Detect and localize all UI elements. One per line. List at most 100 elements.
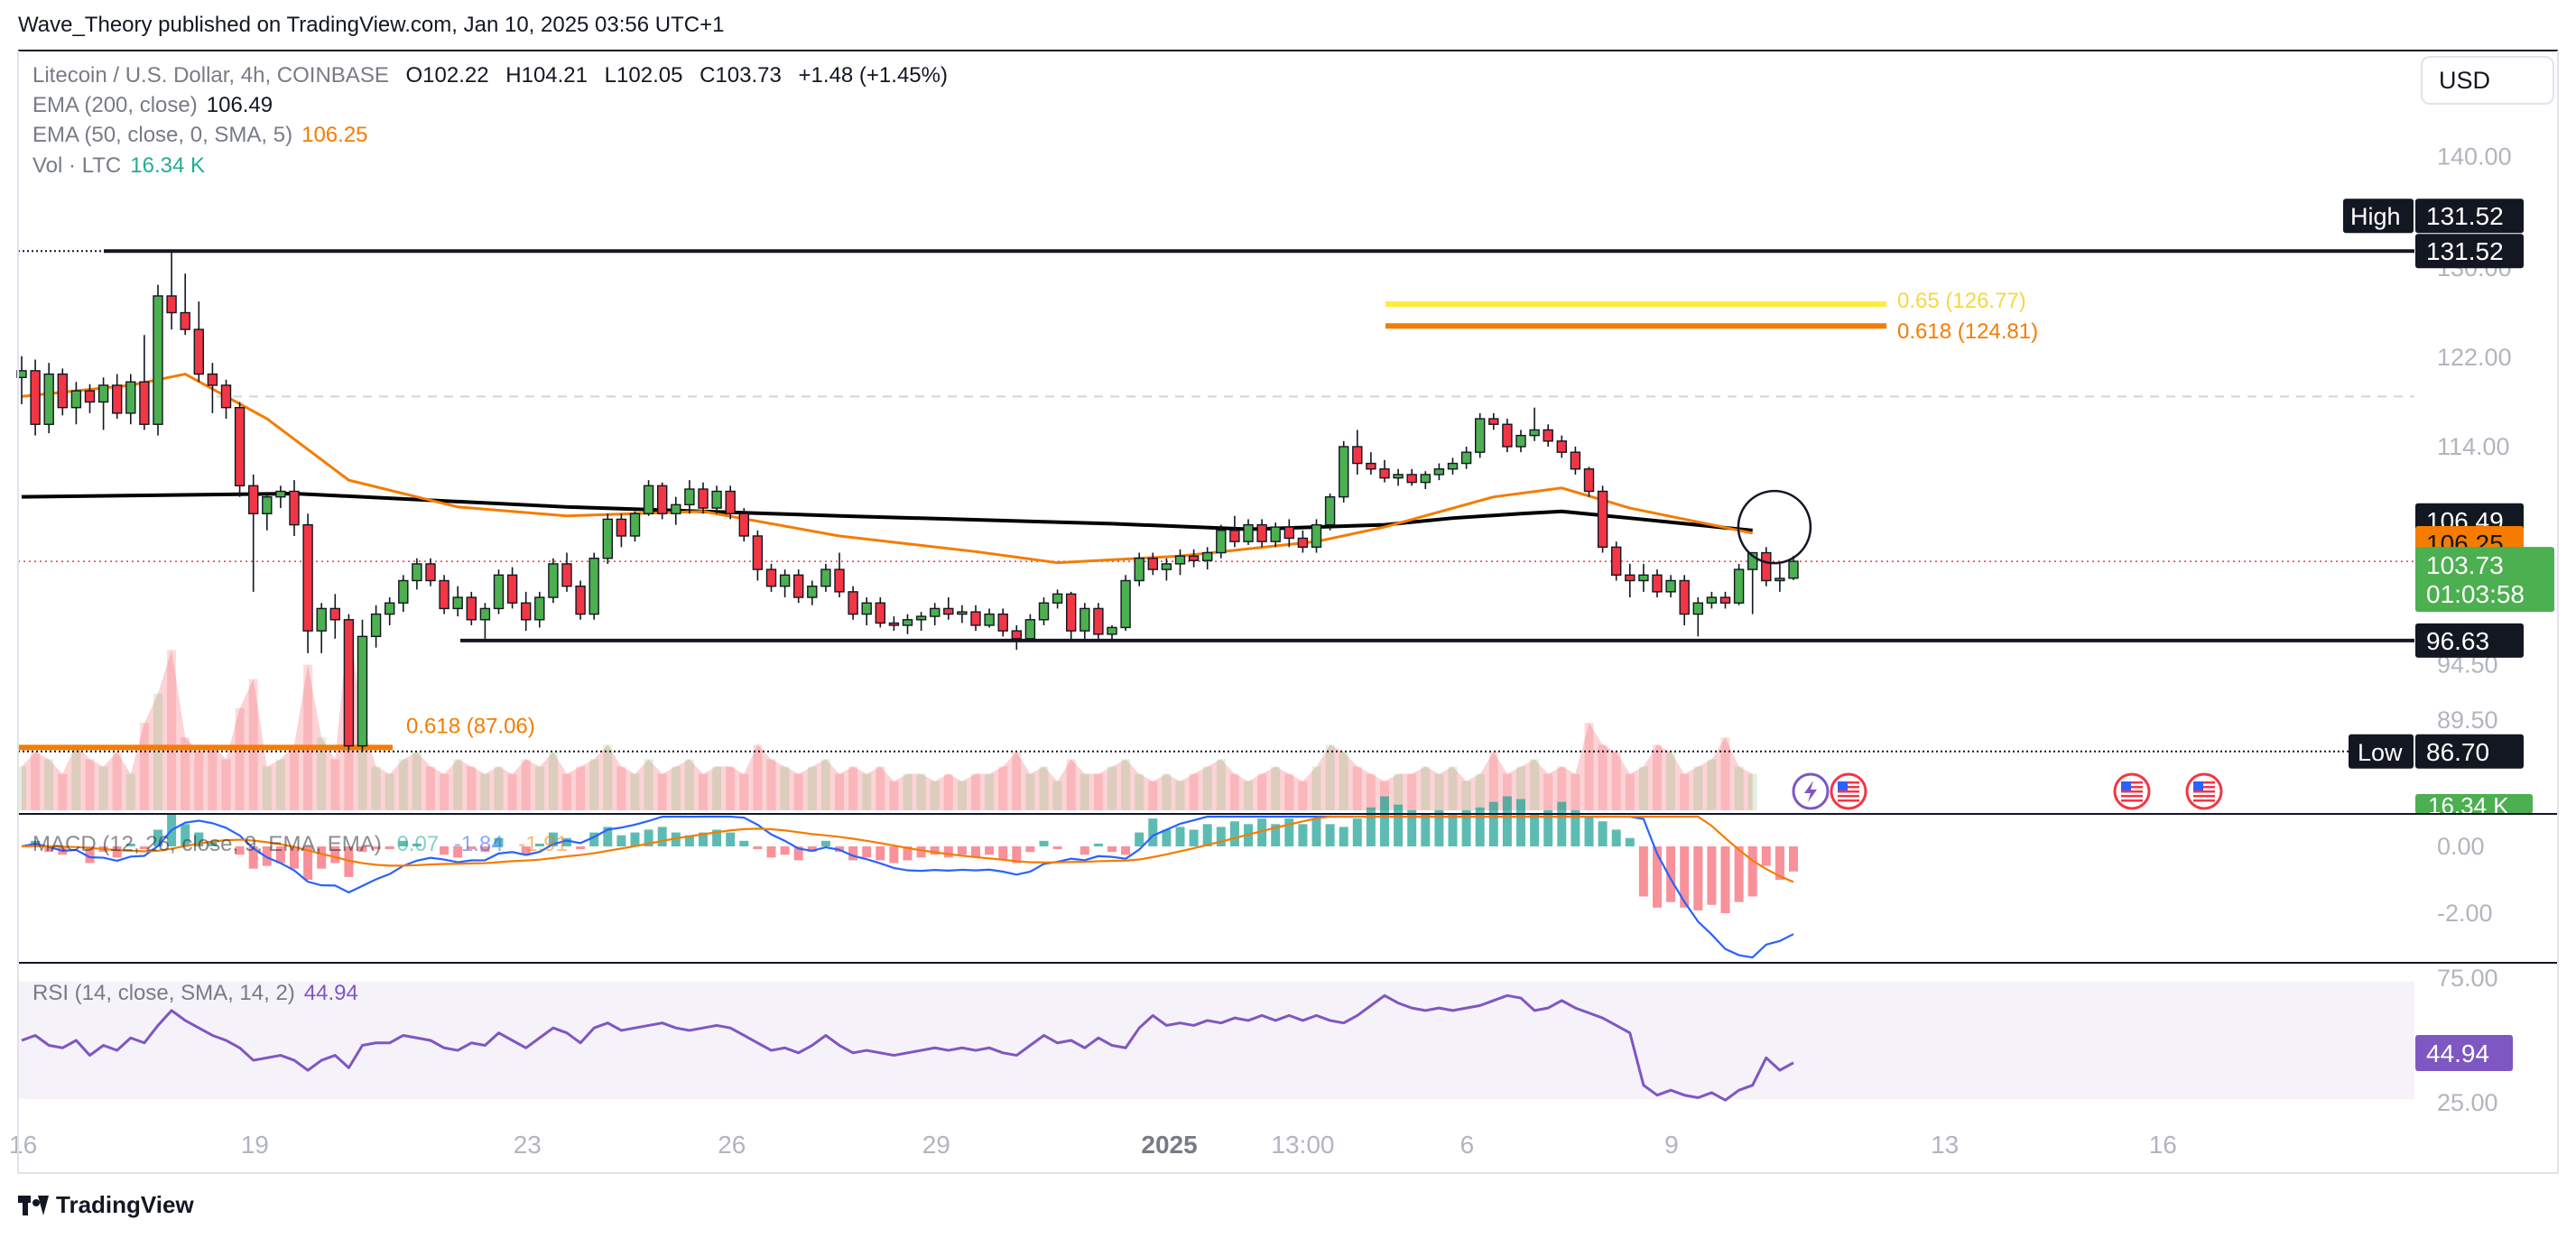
- legend-ohlc: Litecoin / U.S. Dollar, 4h, COINBASE O10…: [32, 63, 948, 88]
- candle: [248, 474, 259, 592]
- volume-bar: [699, 773, 708, 810]
- volume-bar: [576, 766, 586, 810]
- volume-bar: [357, 723, 367, 810]
- legend-rsi[interactable]: RSI (14, close, SMA, 14, 2) 44.94: [32, 981, 358, 1006]
- flag-stripe: [1838, 799, 1859, 802]
- us-flag-event-icon: [1830, 772, 1867, 810]
- candle: [412, 558, 422, 590]
- candle: [1311, 519, 1322, 553]
- tradingview-brand[interactable]: TradingView: [18, 1191, 194, 1219]
- legend-ema200[interactable]: EMA (200, close) 106.49: [32, 93, 273, 118]
- candle: [289, 480, 300, 536]
- candle-body-down: [561, 563, 572, 587]
- candle-body-up: [629, 513, 641, 537]
- candle-body-up: [1393, 474, 1404, 479]
- candle: [1174, 549, 1186, 576]
- candle-body-up: [588, 558, 599, 615]
- candle: [1201, 547, 1213, 570]
- rsi-value-tag-text: 44.94: [2426, 1039, 2489, 1067]
- macd-histogram-bar: [644, 829, 653, 846]
- candle-body-up: [1665, 579, 1676, 593]
- volume-bar: [876, 766, 885, 810]
- flag-stripe: [2121, 799, 2143, 802]
- candle-body-up: [643, 485, 654, 514]
- candle-body-down: [1679, 579, 1690, 615]
- macd-histogram-bar: [1530, 813, 1540, 846]
- legend-volume[interactable]: Vol · LTC 16.34 K: [32, 153, 205, 179]
- candle: [534, 591, 545, 628]
- macd-histogram-bar: [1271, 824, 1281, 846]
- volume-bar: [534, 766, 544, 810]
- macd-histogram-bar: [467, 846, 477, 850]
- candle-body-up: [1201, 551, 1213, 561]
- flag-stripe: [2121, 786, 2143, 789]
- volume-bar: [1571, 773, 1580, 810]
- candle-body-down: [888, 622, 900, 626]
- macd-histogram-bar: [153, 829, 162, 846]
- rsi-band: [18, 981, 2414, 1100]
- volume-bar: [903, 773, 913, 810]
- macd-histogram-bar: [1380, 796, 1389, 846]
- candle-body-up: [452, 596, 463, 610]
- macd-hist-value: 0.07: [396, 832, 440, 856]
- candle-body-down: [793, 574, 804, 598]
- macd-histogram-bar: [1448, 813, 1458, 846]
- macd-histogram-bar: [44, 846, 54, 853]
- macd-histogram-bar: [317, 846, 327, 869]
- candle: [1597, 485, 1608, 553]
- us-flag-event-icon: [2185, 772, 2223, 810]
- candle: [1420, 471, 1432, 490]
- candle: [220, 379, 232, 420]
- candle: [698, 482, 709, 514]
- candle-body-down: [875, 602, 885, 624]
- macd-histogram-bar: [576, 846, 586, 850]
- volume-bar: [712, 766, 722, 810]
- volume-bar: [1543, 773, 1553, 810]
- macd-histogram-bar: [1666, 846, 1676, 902]
- candle-body-up: [534, 596, 545, 621]
- legend-ema50[interactable]: EMA (50, close, 0, SMA, 5) 106.25: [32, 123, 368, 148]
- candle: [329, 594, 340, 639]
- currency-button[interactable]: USD: [2421, 56, 2554, 105]
- volume-bar: [1666, 752, 1676, 810]
- macd-histogram-bar: [1625, 837, 1635, 846]
- ema50-line: [21, 373, 1754, 565]
- volume-bar: [916, 773, 926, 810]
- macd-histogram-bar: [1638, 846, 1648, 897]
- volume-bar: [44, 759, 54, 810]
- candle-body-up: [1515, 434, 1526, 448]
- volume-bar: [957, 781, 967, 810]
- candle: [548, 558, 559, 604]
- legend-macd[interactable]: MACD (12, 26, close, 9, EMA, EMA) 0.07 -…: [32, 832, 568, 857]
- candle: [153, 284, 163, 436]
- candle: [1379, 459, 1390, 483]
- change-value: +1.48 (+1.45%): [798, 63, 948, 88]
- fib-low-label: 0.618 (87.06): [406, 714, 535, 738]
- candle-body-up: [97, 384, 109, 403]
- macd-line-value: -1.84: [453, 832, 504, 856]
- low-label-text: Low: [2358, 739, 2403, 766]
- tradingview-wordmark: TradingView: [56, 1191, 194, 1218]
- volume-bar: [1162, 773, 1172, 810]
- time-tick-label: 26: [718, 1131, 746, 1159]
- candle-body-up: [1474, 418, 1486, 453]
- rsi-label: RSI (14, close, SMA, 14, 2): [32, 981, 295, 1005]
- volume-bar: [1475, 773, 1485, 810]
- candle: [738, 508, 749, 542]
- volume-bar: [589, 759, 599, 810]
- high-level-tag: [2415, 234, 2524, 269]
- macd-histogram-bar: [1598, 821, 1608, 846]
- candle: [1502, 419, 1513, 453]
- volume-bar: [1025, 773, 1035, 810]
- volume-bar: [1257, 773, 1267, 810]
- candle-body-up: [1311, 523, 1322, 549]
- volume-bar: [1229, 773, 1239, 810]
- candle: [466, 591, 477, 625]
- candle: [1761, 547, 1772, 587]
- candle-body-up: [262, 495, 273, 514]
- symbol-name[interactable]: Litecoin / U.S. Dollar, 4h, COINBASE: [32, 63, 389, 88]
- candle: [1147, 552, 1159, 576]
- macd-histogram-bar: [1339, 827, 1348, 846]
- macd-signal-line: [21, 815, 1794, 883]
- macd-histogram-bar: [371, 846, 381, 850]
